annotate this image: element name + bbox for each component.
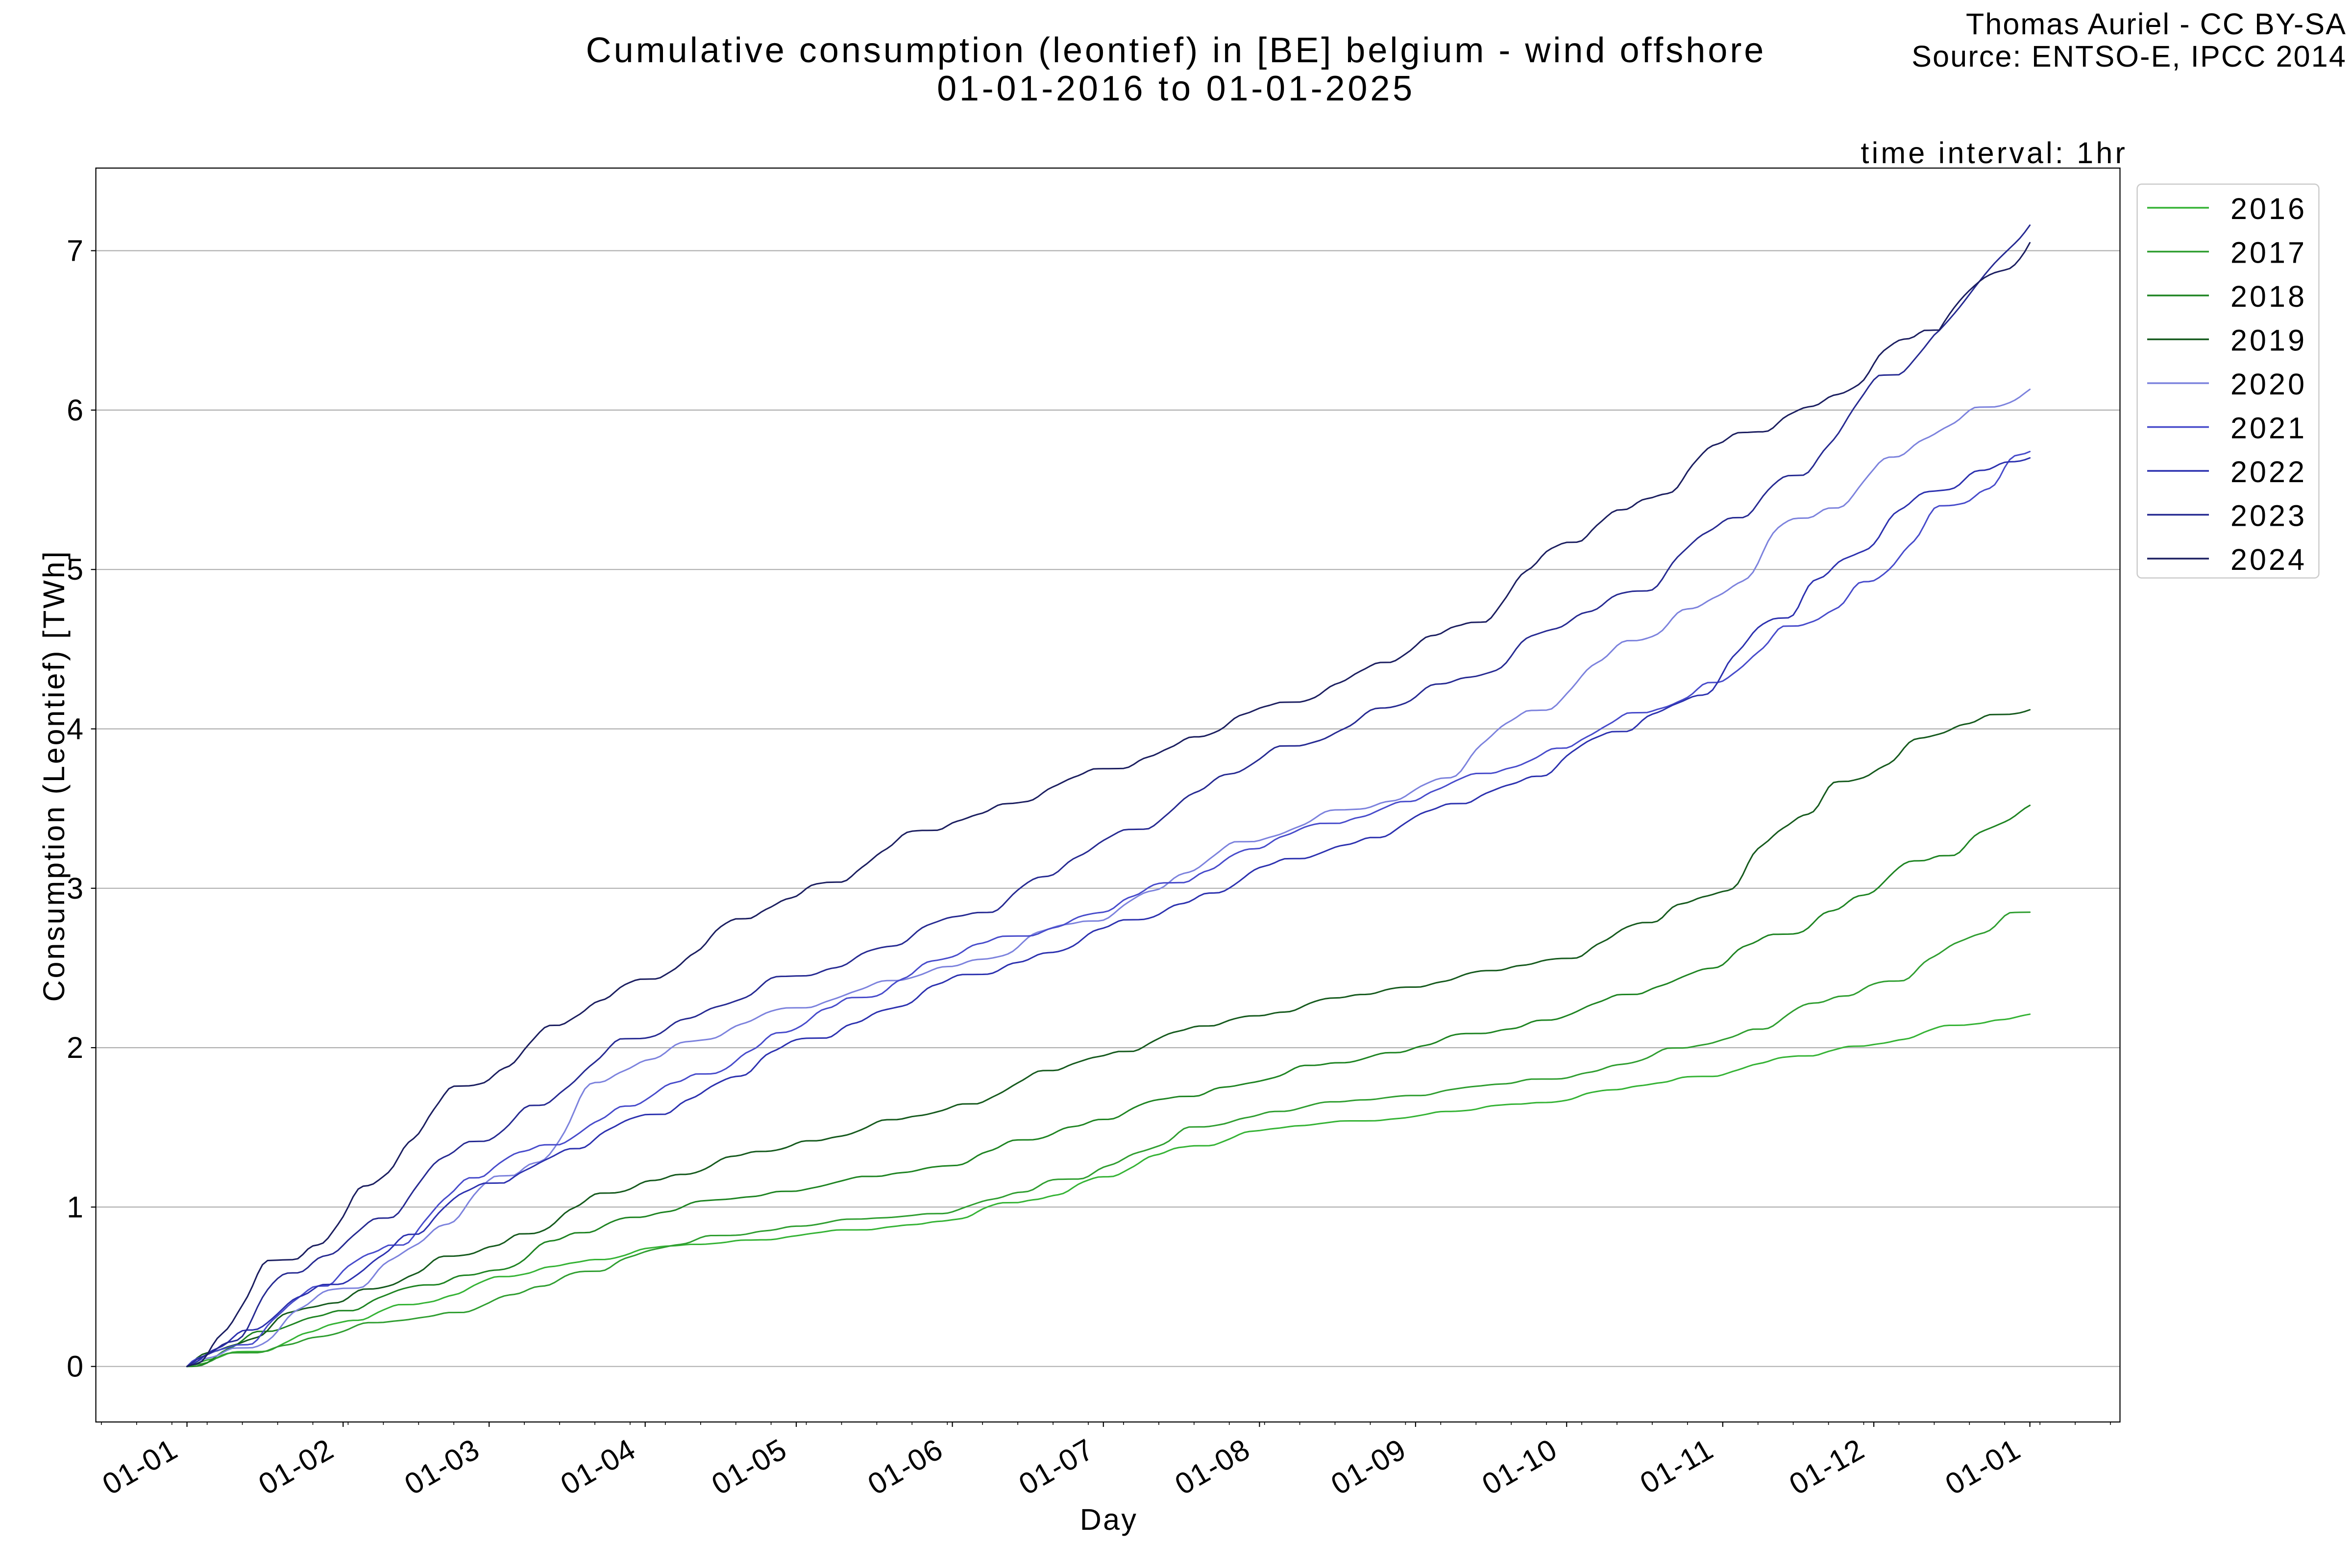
svg-text:time interval: 1hr: time interval: 1hr	[1861, 136, 2128, 170]
svg-text:2021: 2021	[2230, 412, 2307, 445]
svg-text:01-01-2016 to 01-01-2025: 01-01-2016 to 01-01-2025	[937, 69, 1415, 108]
svg-text:2018: 2018	[2230, 280, 2307, 313]
svg-text:01-10: 01-10	[1476, 1432, 1563, 1501]
svg-text:01-02: 01-02	[253, 1432, 340, 1501]
svg-text:01-04: 01-04	[555, 1432, 642, 1501]
svg-text:Day: Day	[1080, 1503, 1138, 1536]
svg-text:2017: 2017	[2230, 236, 2307, 270]
svg-text:Source: ENTSO-E, IPCC 2014: Source: ENTSO-E, IPCC 2014	[1911, 40, 2347, 73]
svg-text:2020: 2020	[2230, 368, 2307, 401]
svg-text:Cumulative consumption (leonti: Cumulative consumption (leontief) in [BE…	[586, 31, 1766, 70]
svg-text:01-09: 01-09	[1325, 1432, 1412, 1501]
svg-text:Consumption (Leontief) [TWh]: Consumption (Leontief) [TWh]	[37, 550, 71, 1002]
svg-text:4: 4	[67, 712, 83, 746]
svg-text:01-11: 01-11	[1635, 1432, 1719, 1500]
svg-text:2019: 2019	[2230, 324, 2307, 357]
svg-text:6: 6	[67, 393, 83, 427]
svg-text:Thomas Auriel - CC BY-SA: Thomas Auriel - CC BY-SA	[1966, 7, 2347, 41]
svg-text:01-03: 01-03	[399, 1432, 486, 1501]
svg-text:7: 7	[67, 234, 83, 268]
svg-text:0: 0	[67, 1350, 83, 1383]
svg-text:01-01: 01-01	[1939, 1432, 2026, 1501]
svg-text:2022: 2022	[2230, 455, 2307, 489]
svg-text:01-07: 01-07	[1013, 1432, 1100, 1501]
svg-text:3: 3	[67, 872, 83, 905]
svg-text:2023: 2023	[2230, 499, 2307, 533]
svg-text:01-05: 01-05	[706, 1432, 793, 1501]
svg-text:01-12: 01-12	[1784, 1432, 1870, 1501]
svg-text:01-08: 01-08	[1169, 1432, 1256, 1501]
svg-text:2024: 2024	[2230, 543, 2307, 576]
svg-text:1: 1	[67, 1190, 83, 1224]
svg-text:5: 5	[67, 553, 83, 586]
svg-text:2016: 2016	[2230, 192, 2307, 225]
svg-text:2: 2	[67, 1031, 83, 1064]
svg-text:01-06: 01-06	[862, 1432, 949, 1501]
svg-text:01-01: 01-01	[97, 1432, 183, 1501]
